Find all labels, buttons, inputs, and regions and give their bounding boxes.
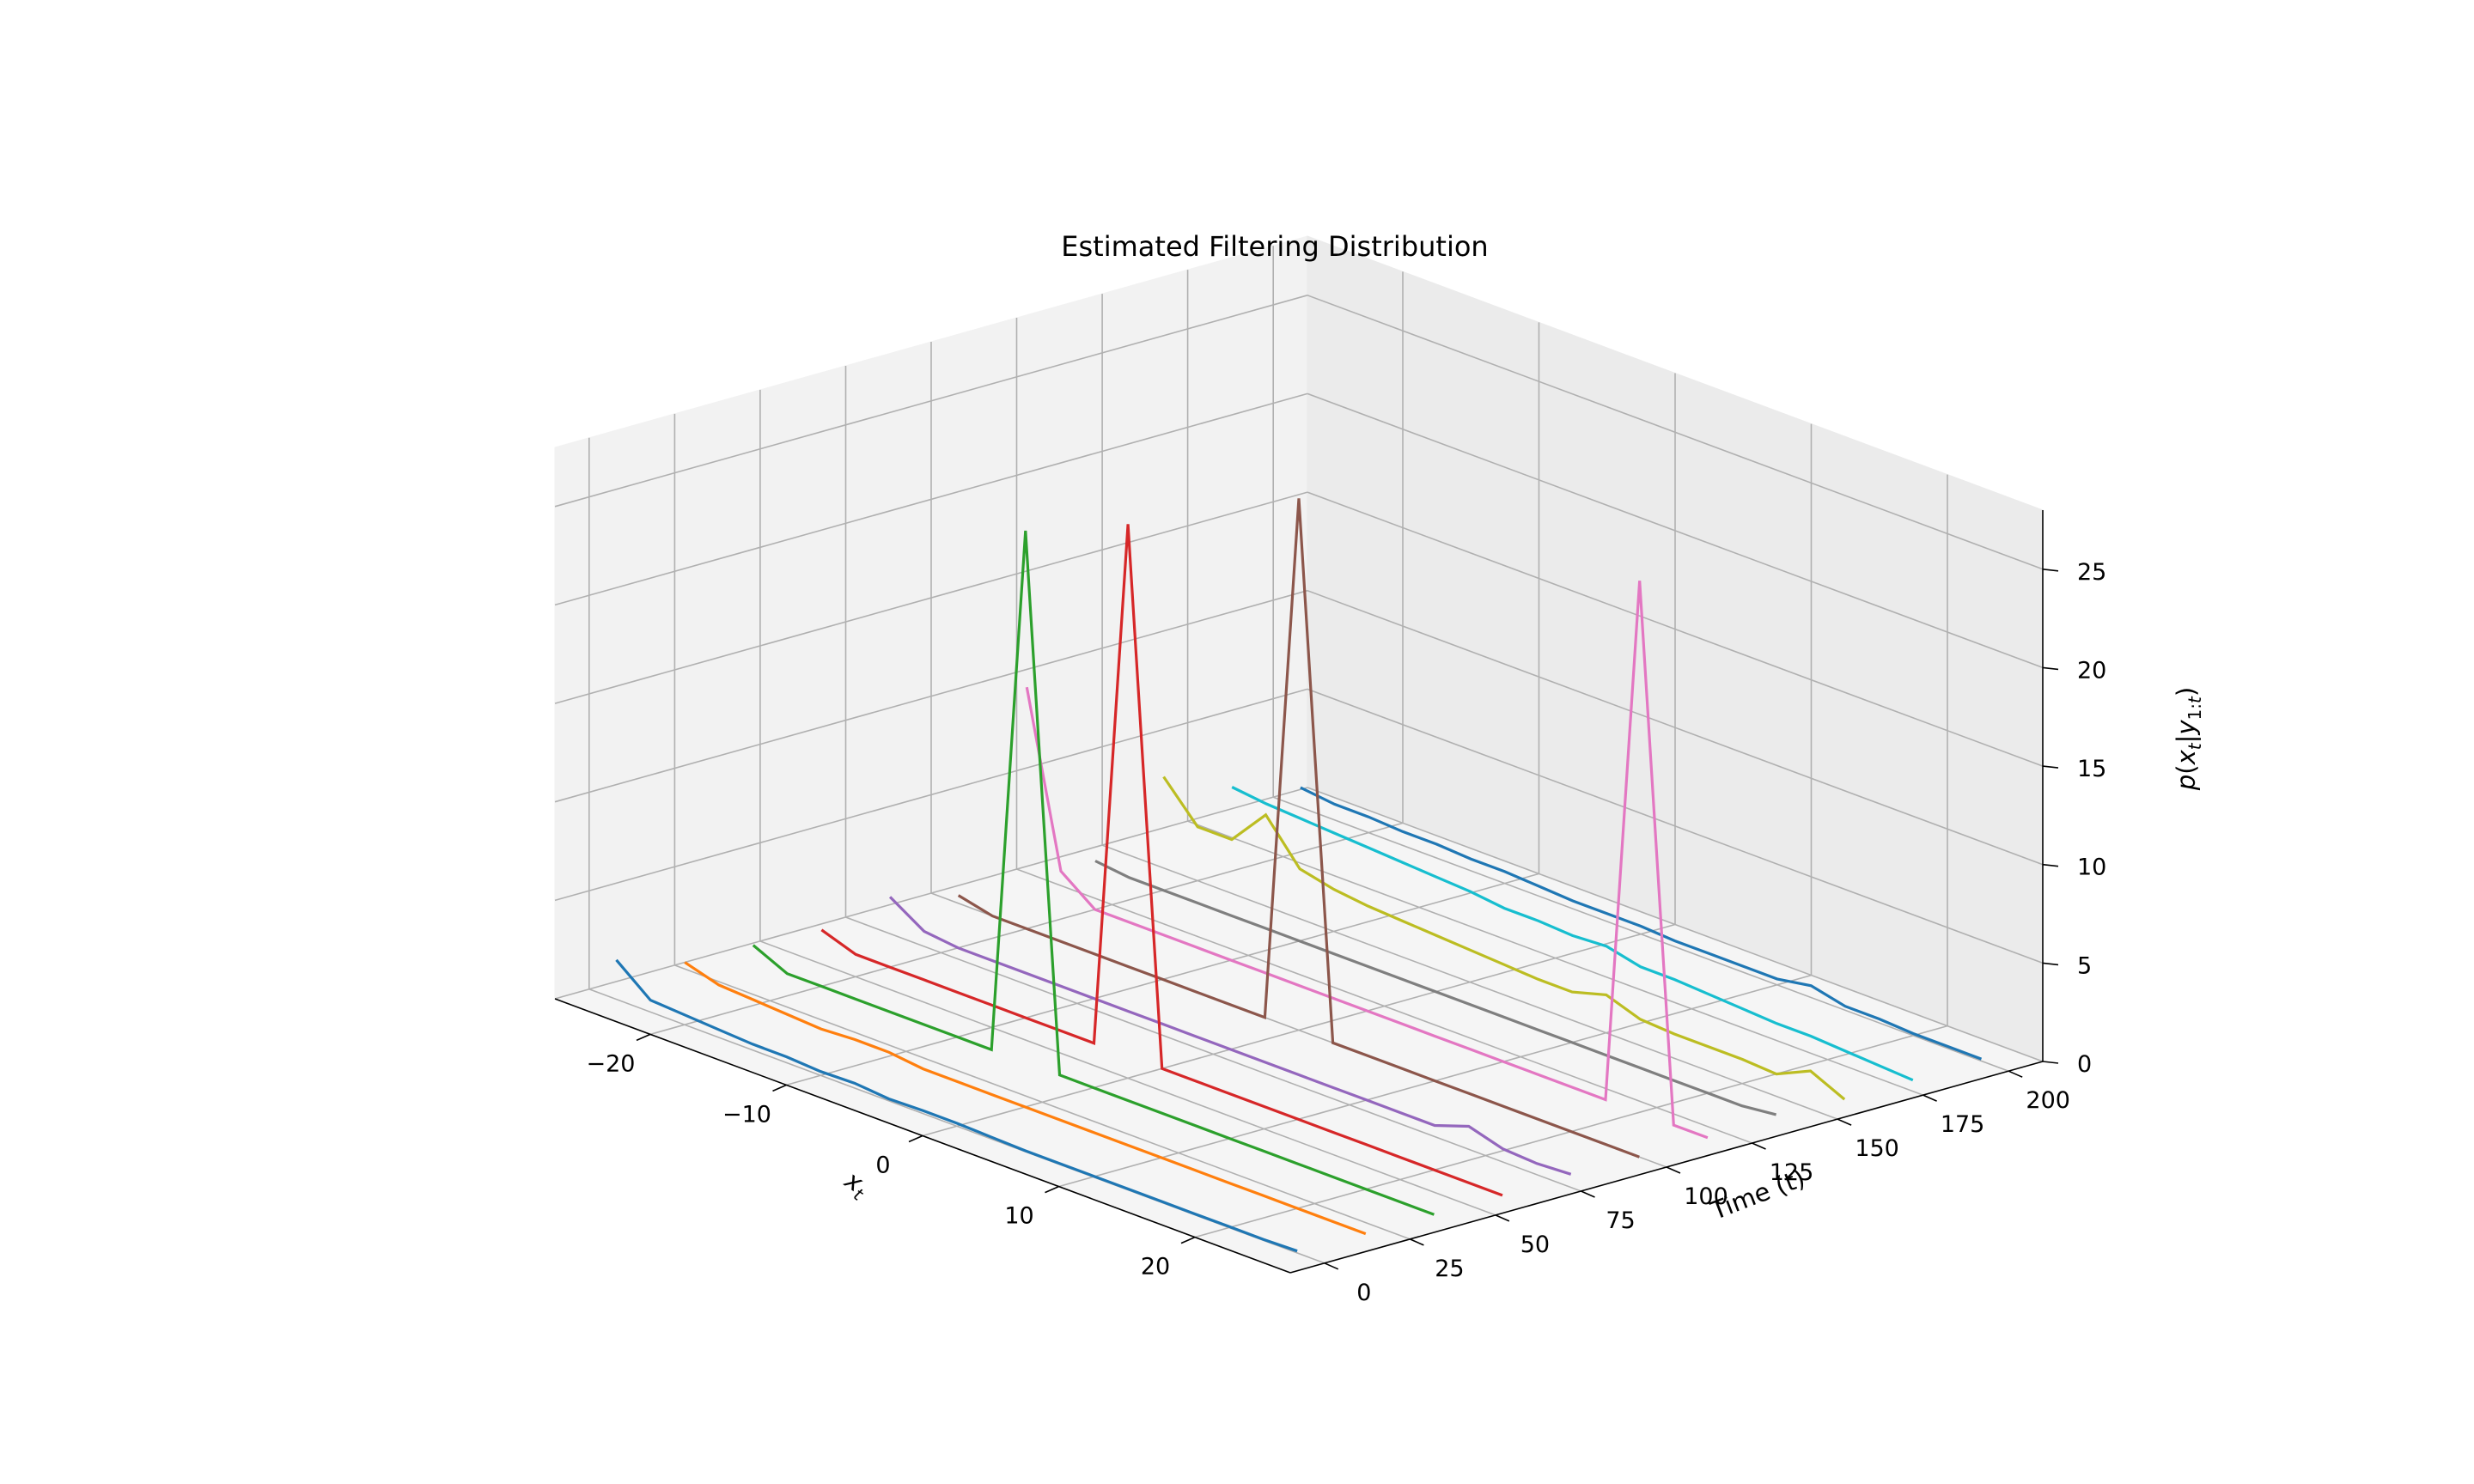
y-tick-label: 0 (1356, 1280, 1371, 1306)
y-tick-mark (1410, 1238, 1424, 1246)
series-line-t80 (888, 896, 1572, 1176)
grid-line-t-floor (1016, 868, 1752, 1144)
x-tick-label: 20 (1141, 1254, 1170, 1280)
grid-line-z-left (554, 787, 1308, 1000)
x-tick-label: −10 (722, 1101, 771, 1128)
data-series (615, 498, 1983, 1253)
grid-line-t-floor (1101, 844, 1838, 1120)
z-tick-label: 10 (2077, 855, 2106, 881)
z-tick-label: 5 (2077, 952, 2092, 979)
grid-line-z-left (554, 589, 1308, 803)
y-tick-label: 100 (1684, 1183, 1728, 1210)
grid-line-z-back (1307, 491, 2044, 767)
y-tick-mark (1923, 1094, 1937, 1102)
grid-line-z-left (554, 491, 1308, 704)
chart-title: Estimated Filtering Distribution (1061, 230, 1488, 263)
z-tick-mark (2042, 962, 2059, 966)
y-tick-mark (1752, 1142, 1766, 1150)
grid-line-z-left (554, 295, 1308, 508)
grid-line-t-floor (845, 916, 1581, 1192)
z-tick-label: 15 (2077, 756, 2106, 782)
series-line-t60 (820, 524, 1503, 1197)
y-tick-label: 125 (1770, 1159, 1814, 1186)
z-tick-label: 20 (2077, 657, 2106, 684)
y-tick-label: 75 (1606, 1207, 1635, 1234)
grid-line-z-back (1307, 589, 2044, 866)
z-tick-mark (2042, 666, 2059, 671)
grid-line-t-floor (674, 964, 1411, 1240)
z-tick-mark (2042, 863, 2059, 867)
series-line-t20 (684, 961, 1367, 1236)
y-tick-mark (2008, 1070, 2023, 1078)
series-line-t140 (1094, 860, 1776, 1116)
x-tick-label: −20 (587, 1050, 636, 1077)
y-tick-mark (1837, 1118, 1852, 1126)
series-line-t180 (1231, 786, 1914, 1082)
z-tick-mark (2042, 765, 2059, 769)
x-tick-label: 0 (875, 1153, 890, 1179)
x-tick-mark (1180, 1236, 1196, 1244)
x-tick-label: 10 (1004, 1203, 1033, 1230)
grid-line-t-floor (1272, 796, 2009, 1072)
grid-line-z-back (1307, 787, 2044, 1062)
grid-line-t-floor (759, 940, 1496, 1216)
y-tick-label: 200 (2026, 1087, 2070, 1114)
y-tick-mark (1495, 1214, 1510, 1222)
y-tick-mark (1666, 1166, 1681, 1174)
series-line-t120 (1025, 581, 1709, 1140)
x-tick-mark (908, 1134, 923, 1143)
series-line-t0 (615, 958, 1298, 1253)
y-tick-mark (1581, 1190, 1595, 1198)
z-tick-mark (2042, 1061, 2059, 1064)
x-tick-mark (772, 1084, 787, 1092)
y-tick-mark (1324, 1262, 1339, 1270)
y-tick-label: 150 (1855, 1135, 1899, 1162)
series-line-t200 (1300, 786, 1983, 1061)
grid-line-z-back (1307, 295, 2044, 570)
x-tick-mark (636, 1033, 651, 1042)
z-tick-label: 25 (2077, 559, 2106, 586)
grid-line-z-left (554, 392, 1308, 606)
grid-line-z-back (1307, 392, 2044, 669)
series-line-t100 (957, 498, 1640, 1159)
tick-labels: −20−100102002550751001251501752000510152… (587, 559, 2107, 1306)
x-tick-mark (1045, 1185, 1059, 1194)
grid-lines (554, 246, 2044, 1264)
z-tick-mark (2042, 569, 2059, 572)
y-tick-label: 50 (1520, 1232, 1550, 1258)
grid-line-t-floor (1187, 820, 1923, 1096)
y-tick-label: 25 (1435, 1256, 1464, 1282)
grid-line-z-back (1307, 688, 2044, 964)
y-tick-label: 175 (1941, 1111, 1985, 1138)
series-line-t40 (752, 530, 1435, 1216)
z-tick-label: 0 (2077, 1051, 2092, 1078)
z-axis-label: p(xt|y1:t) (2172, 687, 2205, 791)
grid-line-z-left (554, 688, 1308, 902)
